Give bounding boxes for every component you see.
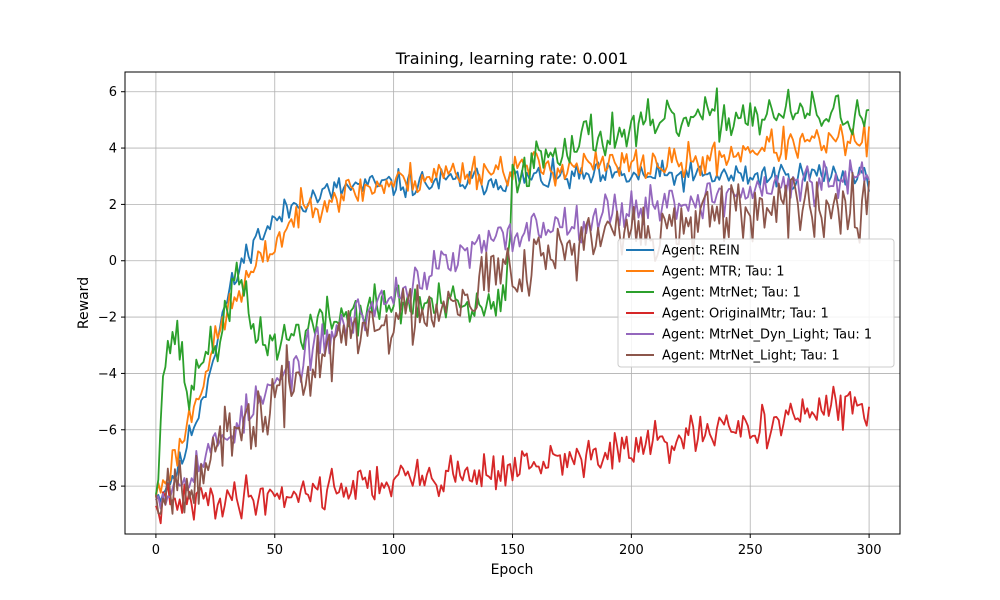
legend-label: Agent: OriginalMtr; Tau: 1 (662, 307, 829, 322)
y-tick-label: −4 (98, 367, 117, 382)
chart-title: Training, learning rate: 0.001 (395, 49, 628, 68)
legend: Agent: REIN Agent: MTR; Tau: 1 Agent: MtrN… (617, 238, 895, 368)
y-tick-label: 6 (109, 85, 117, 100)
y-tick-label: 2 (109, 198, 117, 213)
series-line-3 (155, 87, 870, 495)
y-tick-label: −2 (98, 311, 117, 326)
x-axis-label: Epoch (491, 562, 534, 578)
series-line-4 (155, 385, 870, 525)
series-layer (155, 87, 870, 525)
series-line-6 (155, 171, 870, 515)
x-tick-label: 100 (381, 543, 406, 558)
ticks: 0 50 100 150 200 250 300 −8 −6 −4 −2 0 2 4 6 (98, 85, 882, 558)
series-line-5 (155, 159, 870, 510)
x-tick-label: 250 (738, 543, 763, 558)
x-tick-label: 300 (857, 543, 882, 558)
legend-label: Agent: MtrNet; Tau: 1 (662, 286, 801, 301)
y-tick-label: −8 (98, 480, 117, 495)
x-tick-label: 200 (619, 543, 644, 558)
y-tick-label: 0 (109, 254, 117, 269)
x-tick-label: 150 (500, 543, 525, 558)
legend-box (617, 238, 895, 368)
x-tick-label: 50 (266, 543, 283, 558)
y-axis-label: Reward (76, 277, 92, 329)
legend-label: Agent: MtrNet_Light; Tau: 1 (662, 349, 840, 364)
y-tick-label: −6 (98, 423, 117, 438)
legend-label: Agent: MTR; Tau: 1 (662, 265, 784, 280)
y-tick-label: 4 (109, 142, 117, 157)
legend-label: Agent: REIN (662, 244, 740, 259)
x-tick-label: 0 (152, 543, 160, 558)
legend-label: Agent: MtrNet_Dyn_Light; Tau: 1 (662, 328, 872, 343)
